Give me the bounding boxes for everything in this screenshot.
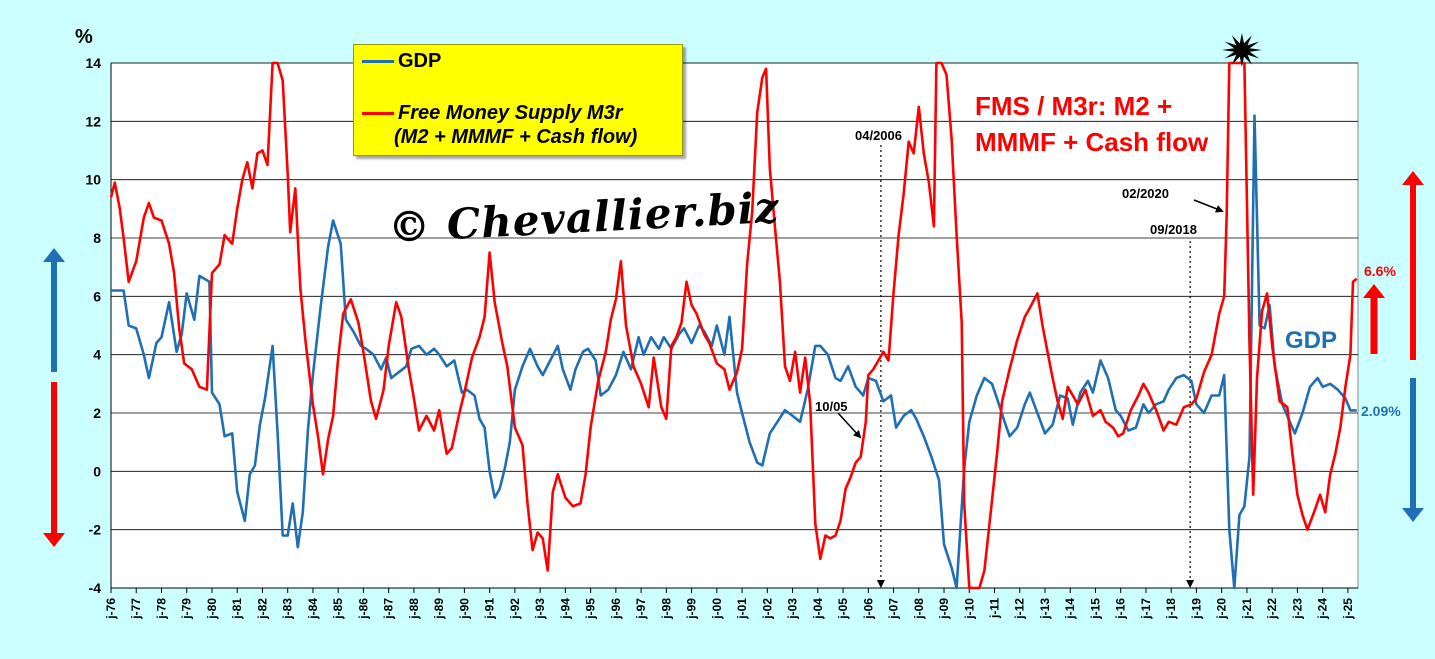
x-tick-label: j-90 [457, 598, 471, 620]
series-line-fms [109, 61, 1358, 590]
x-tick-label: j-18 [1164, 598, 1178, 620]
red-down-arrow-left-head [43, 533, 65, 547]
arrow-10-05 [837, 412, 862, 439]
y-tick-label: -2 [89, 522, 102, 538]
x-tick-label: j-19 [1189, 598, 1203, 620]
legend-item-gdp: GDP [362, 49, 441, 73]
x-tick-label: j-23 [1290, 598, 1304, 620]
x-tick-label: j-81 [230, 598, 244, 620]
blue-up-arrow-left-head [43, 248, 65, 262]
x-tick-label: j-86 [356, 598, 370, 620]
x-tick-label: j-76 [104, 598, 118, 620]
x-tick-label: j-82 [255, 598, 269, 620]
x-tick-label: j-20 [1215, 598, 1229, 620]
x-tick-label: j-87 [382, 598, 396, 620]
y-tick-label: 2 [93, 405, 101, 421]
x-tick-label: j-24 [1316, 598, 1330, 620]
x-tick-label: j-85 [331, 598, 345, 620]
x-tick-label: j-79 [180, 598, 194, 620]
legend-label-fms: Free Money Supply M3r [398, 102, 623, 124]
x-tick-label: j-21 [1240, 598, 1254, 620]
x-tick-label: j-77 [129, 598, 143, 620]
gdp-end-value: 2.09% [1361, 403, 1401, 419]
y-axis-ticks: -4 -2 0 2 4 6 8 10 12 14 [85, 55, 101, 596]
legend-item-fms: Free Money Supply M3r (M2 + MMMF + Cash … [362, 101, 637, 149]
x-tick-label: j-09 [937, 598, 951, 620]
x-tick-label: j-14 [1063, 598, 1077, 620]
y-tick-label: 12 [85, 113, 101, 129]
x-tick-label: j-16 [1114, 598, 1128, 620]
x-tick-label: j-89 [432, 598, 446, 620]
x-tick-label: j-95 [584, 598, 598, 620]
x-tick-label: j-98 [659, 598, 673, 620]
x-tick-label: j-94 [558, 598, 572, 620]
x-tick-label: j-91 [483, 598, 497, 620]
x-tick-label: j-11 [988, 598, 1002, 619]
x-tick-label: j-78 [154, 598, 168, 620]
annotation-10-05: 10/05 [815, 399, 848, 414]
x-tick-label: j-83 [281, 598, 295, 620]
y-tick-label: 14 [85, 55, 101, 71]
x-tick-label: j-84 [306, 598, 320, 620]
x-tick-label: j-13 [1038, 598, 1052, 620]
x-tick-label: j-03 [786, 598, 800, 620]
fms-annotation-title: FMS / M3r: M2 + MMMF + Cash flow [975, 88, 1235, 160]
fms-end-value: 6.6% [1364, 263, 1396, 279]
y-tick-label: 4 [93, 347, 101, 363]
x-tick-label: j-80 [205, 598, 219, 620]
annotation-02-2020: 02/2020 [1122, 186, 1169, 201]
annotation-09-2018: 09/2018 [1150, 222, 1197, 237]
x-tick-label: j-15 [1088, 598, 1102, 620]
annotation-dotted-lines [837, 145, 1224, 588]
y-tick-label: 10 [85, 172, 101, 188]
y-tick-label: 8 [93, 230, 101, 246]
fms-annotation-line1: FMS / M3r: M2 + [975, 91, 1173, 121]
x-tick-label: j-97 [634, 598, 648, 620]
side-arrows [43, 171, 1424, 547]
x-tick-label: j-25 [1341, 598, 1355, 620]
series-lines [109, 33, 1358, 590]
x-tick-label: j-08 [912, 598, 926, 620]
red-up-arrow-small-head [1363, 284, 1385, 298]
legend-label-fms-sub: (M2 + MMMF + Cash flow) [394, 126, 638, 148]
gdp-end-label: GDP [1285, 327, 1338, 354]
x-tick-label: j-88 [407, 598, 421, 620]
x-tick-label: j-10 [962, 598, 976, 620]
x-tick-label: j-99 [685, 598, 699, 620]
y-tick-label: 6 [93, 288, 101, 304]
legend-label-fms-group: Free Money Supply M3r (M2 + MMMF + Cash … [394, 101, 637, 149]
x-tick-label: j-00 [710, 598, 724, 620]
x-tick-label: j-92 [508, 598, 522, 620]
legend-label-gdp: GDP [398, 50, 442, 72]
x-tick-label: j-04 [811, 598, 825, 620]
x-tick-label: j-06 [861, 598, 875, 620]
legend-swatch-gdp [362, 60, 394, 63]
arrow-02-2020 [1193, 199, 1224, 213]
y-tick-label: 0 [93, 463, 101, 479]
annotation-04-2006: 04/2006 [855, 128, 902, 143]
legend-swatch-fms [362, 112, 394, 115]
blue-down-arrow-right-head [1402, 508, 1424, 522]
x-tick-label: j-12 [1013, 598, 1027, 620]
x-tick-label: j-22 [1265, 598, 1279, 620]
starburst-icon [1221, 33, 1262, 67]
series-line-gdp [111, 114, 1357, 590]
red-up-arrow-right-head [1402, 171, 1424, 185]
x-tick-label: j-05 [836, 598, 850, 620]
legend: GDP Free Money Supply M3r (M2 + MMMF + C… [353, 44, 683, 156]
y-axis-unit-label: % [75, 26, 93, 48]
x-tick-label: j-07 [887, 598, 901, 620]
x-tick-label: j-17 [1139, 598, 1153, 620]
x-tick-label: j-93 [533, 598, 547, 620]
x-tick-label: j-96 [609, 598, 623, 620]
x-axis-ticks: j-76 j-77 j-78 j-79 j-80 j-81 j-82 j-83 j-84 j-85… [104, 63, 1358, 620]
x-tick-label: j-02 [760, 598, 774, 620]
x-tick-label: j-01 [735, 598, 749, 620]
y-tick-label: -4 [89, 580, 102, 596]
fms-annotation-line2: MMMF + Cash flow [975, 127, 1209, 157]
